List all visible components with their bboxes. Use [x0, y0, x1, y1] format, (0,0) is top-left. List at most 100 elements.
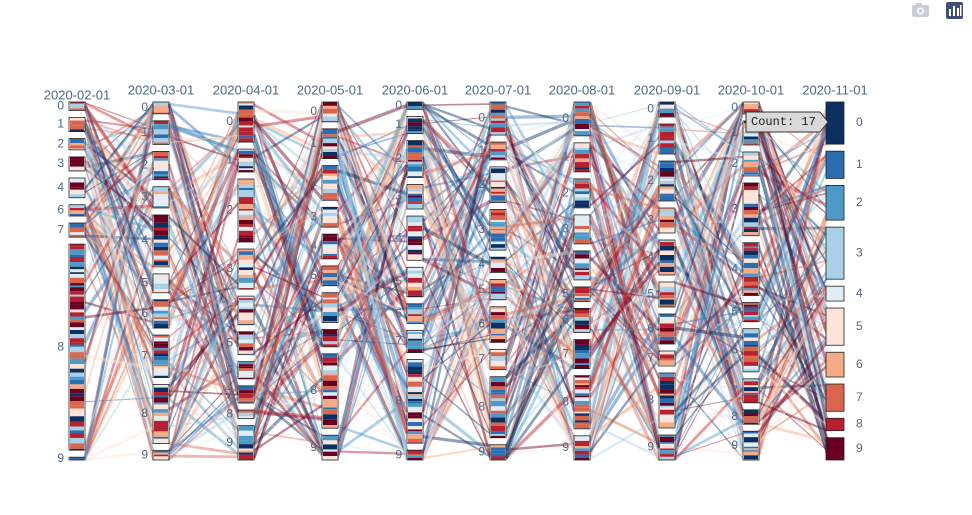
ribbon — [84, 141, 154, 148]
ribbon — [758, 164, 828, 272]
ribbon — [422, 316, 491, 351]
ribbon — [504, 180, 576, 313]
ribbon — [505, 296, 575, 354]
bar-stripe — [239, 402, 253, 404]
category-bar — [237, 385, 255, 404]
bar-stripe — [660, 219, 674, 223]
camera-icon[interactable] — [912, 3, 929, 17]
ribbon — [84, 119, 154, 386]
ribbon — [84, 120, 154, 256]
category-label: 0 — [731, 100, 738, 114]
ribbon — [588, 189, 661, 291]
bar-stripe — [744, 431, 758, 434]
bar-stripe — [660, 414, 674, 418]
bar-stripe — [744, 333, 758, 338]
bar-stripe — [408, 386, 422, 393]
ribbon — [504, 142, 576, 347]
bar-stripe — [323, 456, 337, 460]
bar-stripe — [70, 430, 84, 434]
ribbon — [168, 135, 239, 145]
ribbon — [758, 127, 828, 371]
ribbon — [422, 184, 491, 323]
bar-stripe — [323, 407, 337, 410]
ribbon — [588, 119, 661, 298]
ribbon — [589, 275, 660, 301]
category-label: 5 — [226, 335, 233, 349]
bar-stripe — [408, 452, 422, 455]
ribbon — [421, 271, 492, 343]
tooltip-box — [745, 111, 829, 133]
ribbon — [758, 231, 828, 401]
ribbon — [336, 107, 409, 375]
ribbon — [588, 184, 661, 314]
bar-stripe — [239, 150, 253, 155]
ribbon — [421, 199, 492, 336]
bar-stripe — [660, 143, 674, 148]
bar-stripe — [744, 302, 758, 305]
bar-stripe — [744, 203, 758, 207]
bar-stripe — [575, 218, 589, 224]
ribbon — [674, 108, 744, 154]
ribbon — [253, 342, 323, 400]
ribbon — [504, 127, 576, 310]
bar-stripe — [491, 173, 505, 178]
bar-stripe — [70, 272, 84, 274]
category-label: 9 — [395, 447, 402, 461]
ribbon — [589, 240, 660, 299]
ribbon — [168, 135, 239, 162]
ribbon — [757, 106, 829, 354]
ribbon — [674, 432, 744, 457]
ribbon — [84, 147, 154, 426]
bar-stripe — [660, 255, 674, 261]
bar-stripe — [491, 228, 505, 231]
bar-stripe — [744, 381, 758, 386]
bar-stripe — [660, 282, 674, 287]
ribbon — [674, 409, 744, 420]
ribbon — [758, 139, 828, 292]
bar-stripe — [491, 425, 505, 432]
ribbon — [83, 142, 155, 369]
category-label: 8 — [395, 394, 402, 408]
ribbon — [83, 125, 155, 365]
bar-stripe — [744, 262, 758, 269]
ribbon — [757, 193, 829, 439]
bar-stripe — [239, 166, 253, 169]
ribbon — [589, 227, 660, 259]
ribbon — [674, 195, 744, 440]
bar-stripe — [575, 393, 589, 396]
ribbon — [505, 280, 575, 319]
ribbon — [758, 319, 828, 363]
bar-stripe — [323, 341, 337, 345]
bar-stripe — [491, 431, 505, 435]
bar-stripe — [660, 354, 674, 359]
bar-stripe — [660, 222, 674, 228]
bar-stripe — [239, 288, 253, 290]
ribbon — [505, 261, 575, 294]
category-bar — [489, 348, 507, 371]
bar-stripe — [408, 277, 422, 283]
plotly-logo[interactable] — [946, 2, 963, 19]
bar-stripe — [154, 395, 168, 398]
ribbon — [337, 241, 408, 348]
ribbon — [422, 287, 491, 385]
ribbon — [167, 187, 240, 376]
ribbon — [253, 241, 323, 460]
bar-stripe — [744, 182, 758, 187]
ribbon — [505, 189, 575, 314]
ribbon — [83, 159, 155, 454]
ribbon — [253, 364, 323, 453]
category-bar — [658, 101, 676, 118]
ribbon — [168, 112, 239, 376]
bar-stripe — [154, 261, 168, 266]
ribbon — [83, 206, 155, 433]
bar-stripe — [491, 151, 505, 156]
bar-stripe — [660, 128, 674, 133]
bar-stripe — [323, 334, 337, 337]
ribbon — [674, 380, 744, 400]
ribbon — [505, 150, 575, 184]
ribbon — [83, 105, 155, 289]
ribbon — [337, 199, 408, 226]
bar-stripe — [408, 191, 422, 194]
ribbon — [337, 150, 408, 159]
ribbon — [252, 308, 324, 446]
